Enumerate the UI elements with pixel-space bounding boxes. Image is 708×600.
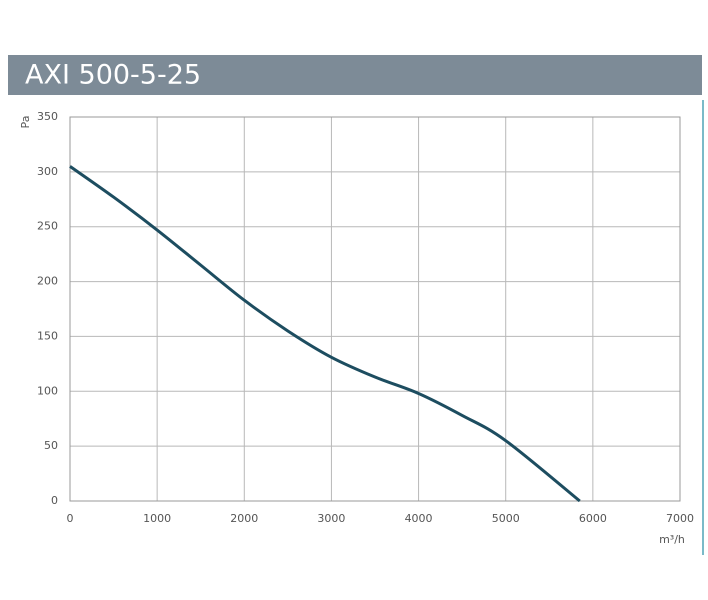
- x-axis-label: m³/h: [659, 533, 685, 546]
- y-tick-label: 0: [51, 494, 58, 507]
- y-axis-label: Pa: [19, 116, 32, 129]
- x-tick-label: 3000: [317, 512, 345, 525]
- title-bar: [8, 55, 702, 95]
- y-tick-label: 300: [37, 165, 58, 178]
- x-tick-label: 7000: [666, 512, 694, 525]
- x-tick-label: 1000: [143, 512, 171, 525]
- x-tick-label: 6000: [579, 512, 607, 525]
- chart-title: AXI 500-5-25: [25, 60, 201, 91]
- y-tick-label: 350: [37, 110, 58, 123]
- y-tick-label: 150: [37, 329, 58, 342]
- y-tick-label: 100: [37, 384, 58, 397]
- plot-border: [69, 116, 681, 502]
- y-tick-label: 50: [44, 439, 58, 452]
- x-tick-label: 5000: [492, 512, 520, 525]
- x-tick-label: 4000: [405, 512, 433, 525]
- y-tick-label: 200: [37, 275, 58, 288]
- y-tick-label: 250: [37, 220, 58, 233]
- x-tick-label: 0: [67, 512, 74, 525]
- curve: [69, 165, 581, 503]
- x-tick-label: 2000: [230, 512, 258, 525]
